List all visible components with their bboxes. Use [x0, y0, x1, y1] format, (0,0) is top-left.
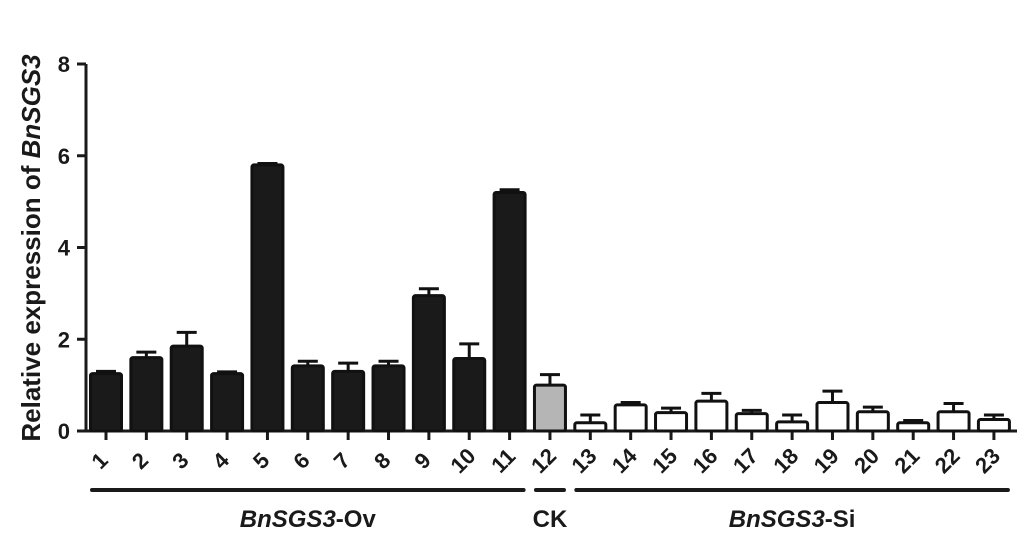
bar-rect — [573, 421, 608, 433]
bar-12 — [532, 373, 567, 433]
bar-rect — [89, 372, 123, 433]
bar-5 — [250, 162, 285, 433]
group-label-suffix: CK — [533, 506, 568, 533]
x-tick-label: 5 — [248, 448, 274, 474]
x-tick-label: 19 — [809, 443, 844, 478]
x-tick-label: 16 — [688, 443, 723, 478]
y-tick-label: 8 — [58, 52, 70, 77]
group-label-suffix: -Ov — [336, 506, 377, 533]
bar-4 — [210, 370, 245, 433]
bar-rect — [492, 190, 527, 433]
bar-7 — [331, 361, 366, 433]
x-tick-label: 7 — [329, 448, 355, 474]
bar-rect — [129, 356, 164, 433]
bar-rect — [169, 344, 204, 433]
bar-rect — [210, 372, 245, 433]
bar-rect — [250, 163, 285, 433]
bar-17 — [734, 408, 769, 433]
bar-rect — [694, 399, 729, 433]
y-tick-label: 6 — [58, 144, 70, 169]
x-tick-label: 23 — [970, 443, 1005, 478]
bar-rect — [654, 411, 689, 433]
bar-rect — [936, 410, 971, 433]
x-tick-label: 9 — [409, 448, 435, 474]
bar-20 — [855, 405, 890, 433]
y-axis-title-gene: BnSGS3 — [16, 54, 46, 159]
bar-13 — [573, 413, 608, 433]
x-tick-label: 13 — [567, 443, 602, 478]
y-axis-title: Relative expression of BnSGS3 — [16, 54, 46, 442]
bars-layer — [89, 162, 1011, 433]
x-tick-label: 2 — [127, 448, 153, 474]
bar-3 — [169, 330, 204, 433]
bar-rect — [371, 364, 406, 433]
x-tick-label: 11 — [486, 444, 520, 478]
group-label: BnSGS3-Si — [729, 506, 856, 533]
bar-rect — [452, 357, 487, 433]
x-tick-label: 21 — [889, 443, 924, 478]
bar-9 — [411, 287, 446, 433]
bar-rect — [815, 401, 850, 433]
bar-rect — [896, 421, 931, 433]
bar-10 — [452, 342, 487, 433]
bar-23 — [976, 413, 1011, 433]
group-label-gene: BnSGS3 — [240, 506, 337, 533]
x-tick-label: 22 — [930, 443, 965, 478]
bar-22 — [936, 401, 971, 433]
bar-rect — [532, 383, 567, 433]
bar-19 — [815, 389, 850, 433]
x-tick-label: 3 — [167, 448, 193, 474]
group-label: BnSGS3-Ov — [240, 506, 377, 533]
x-tick-label: 8 — [369, 448, 395, 474]
bar-rect — [290, 364, 325, 433]
bar-11 — [492, 188, 527, 433]
x-tick-label: 6 — [288, 448, 314, 474]
bar-18 — [775, 413, 810, 433]
bar-rect — [411, 294, 446, 433]
x-tick-label: 18 — [768, 443, 803, 478]
group-label-suffix: -Si — [825, 506, 856, 533]
bar-rect — [976, 418, 1011, 433]
x-tick-label: 17 — [728, 443, 763, 478]
bar-rect — [613, 403, 648, 433]
bar-8 — [371, 359, 406, 433]
x-tick-label: 1 — [87, 448, 113, 474]
bar-rect — [775, 420, 810, 433]
y-axis-title-prefix: Relative expression of — [16, 158, 46, 441]
bar-rect — [734, 412, 769, 433]
bar-2 — [129, 350, 164, 433]
group-label: CK — [533, 506, 568, 533]
x-tick-label: 10 — [445, 443, 480, 478]
y-axis: 0 2 4 6 8 — [58, 52, 88, 444]
bar-1 — [89, 369, 123, 433]
bar-6 — [290, 359, 325, 433]
bar-rect — [855, 410, 890, 433]
y-tick-label: 0 — [58, 419, 70, 444]
x-tick-label: 20 — [849, 443, 884, 478]
x-tick-label: 14 — [607, 443, 643, 479]
x-tick-label: 4 — [208, 447, 235, 474]
x-tick-label: 12 — [526, 443, 561, 478]
bar-rect — [331, 369, 366, 433]
x-tick-labels: 1 2 3 4 5 6 7 8 9 10 11 12 13 14 15 16 17 18 19 20 21 22 23 — [87, 443, 1006, 479]
group-label-gene: BnSGS3 — [729, 506, 826, 533]
bar-14 — [613, 401, 648, 433]
bar-16 — [694, 391, 729, 433]
svg-text:Relative expression of BnSGS3: Relative expression of BnSGS3 — [16, 54, 46, 442]
bar-21 — [896, 418, 931, 433]
group-annotations: BnSGS3-Ov CK BnSGS3-Si — [90, 488, 1010, 533]
bar-15 — [654, 406, 689, 433]
y-tick-label: 4 — [58, 236, 71, 261]
x-tick-label: 15 — [647, 443, 682, 478]
y-tick-label: 2 — [58, 327, 70, 352]
